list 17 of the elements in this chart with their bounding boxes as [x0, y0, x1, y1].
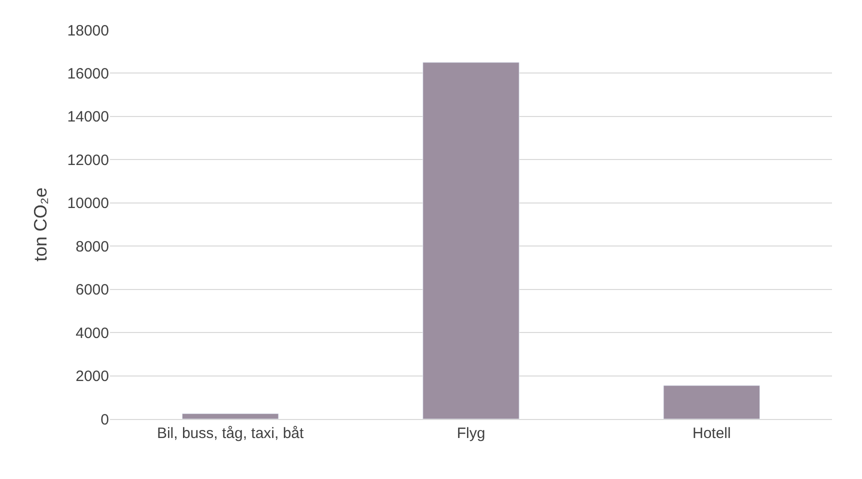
x-tick-label: Bil, buss, tåg, taxi, båt	[156, 425, 305, 442]
bar	[182, 413, 279, 419]
bar	[422, 62, 520, 419]
y-tick-label: 8000	[76, 238, 109, 256]
y-tick-label: 0	[100, 411, 109, 428]
x-tick-label: Hotell	[692, 425, 731, 442]
y-tick-label: 2000	[76, 368, 109, 386]
y-tick-label: 4000	[76, 324, 109, 342]
y-tick-label: 14000	[67, 108, 109, 126]
y-tick-label: 10000	[67, 195, 109, 212]
y-axis-title: ton CO₂e	[30, 187, 50, 262]
y-tick-label: 6000	[76, 282, 109, 299]
bar	[663, 385, 760, 419]
y-tick-label: 18000	[67, 22, 109, 40]
y-tick-label: 12000	[67, 152, 109, 169]
y-tick-label: 16000	[67, 65, 109, 82]
x-tick-label: Flyg	[456, 425, 486, 442]
